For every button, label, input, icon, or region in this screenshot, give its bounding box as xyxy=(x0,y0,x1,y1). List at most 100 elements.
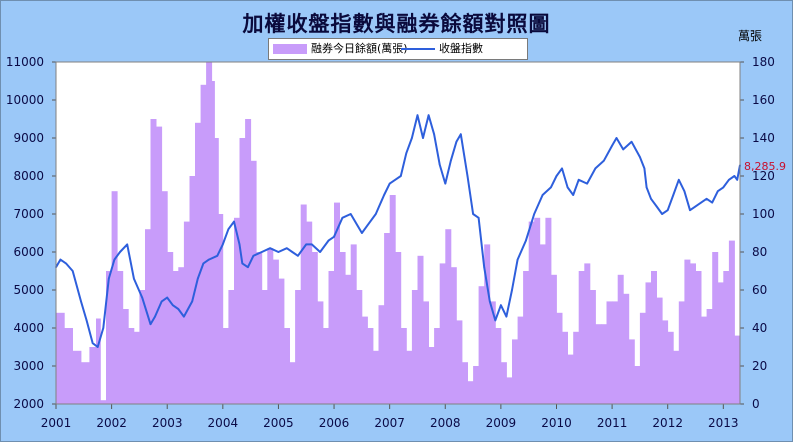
short-balance-bar xyxy=(634,366,641,404)
close-index-point xyxy=(550,186,552,189)
short-balance-bar xyxy=(64,328,73,404)
close-index-point xyxy=(572,194,574,196)
short-balance-bar xyxy=(122,309,129,404)
short-balance-bar xyxy=(128,328,135,404)
close-index-point xyxy=(383,194,385,196)
short-balance-bar xyxy=(489,301,496,404)
short-balance-bar xyxy=(690,263,696,404)
close-index-point xyxy=(678,179,680,181)
short-balance-bar xyxy=(89,347,97,404)
close-index-point xyxy=(394,179,397,181)
y-right-tick-label: 0 xyxy=(752,397,760,411)
short-balance-bar xyxy=(72,350,82,404)
close-index-point xyxy=(722,186,725,189)
close-index-point xyxy=(247,266,249,269)
y-left-tick-label: 2000 xyxy=(13,397,44,411)
short-balance-bar xyxy=(373,350,379,404)
short-balance-bar xyxy=(706,309,713,404)
close-index-point xyxy=(291,251,294,253)
y-left-tick-label: 11000 xyxy=(6,55,44,69)
legend-label-short-balance: 融券今日餘額(萬張) xyxy=(311,42,408,55)
close-index-point xyxy=(438,163,441,166)
short-balance-bar xyxy=(178,267,185,404)
short-balance-bar xyxy=(467,381,474,404)
short-balance-bar xyxy=(289,362,296,404)
short-balance-bar xyxy=(317,301,324,404)
close-index-point xyxy=(483,266,486,269)
close-index-point xyxy=(177,308,180,310)
short-balance-bar xyxy=(218,214,224,404)
short-balance-bar xyxy=(322,328,329,404)
short-balance-bar xyxy=(222,328,229,404)
close-index-point xyxy=(172,304,174,307)
x-tick-label: 2005 xyxy=(263,416,294,430)
short-balance-bar xyxy=(617,274,624,404)
y-right-tick-label: 180 xyxy=(752,55,775,69)
short-balance-bar xyxy=(378,305,385,404)
y-right-tick-label: 60 xyxy=(752,283,767,297)
short-balance-bar xyxy=(334,202,340,404)
short-balance-bar xyxy=(350,244,357,404)
short-balance-bar xyxy=(550,274,557,404)
y-right-axis: 0 20 40 60 80 100 120 140 160 180 xyxy=(740,55,775,411)
close-index-point xyxy=(672,194,675,196)
close-index-point xyxy=(586,182,588,185)
short-balance-bar xyxy=(172,271,179,404)
close-index-point xyxy=(603,160,605,162)
short-balance-bar xyxy=(239,138,246,404)
short-balance-bar xyxy=(578,271,585,404)
close-index-point xyxy=(711,201,713,204)
short-balance-bar xyxy=(556,312,563,404)
short-balance-bar xyxy=(628,339,635,404)
short-balance-bar xyxy=(81,362,90,404)
x-tick-label: 2008 xyxy=(430,416,461,430)
short-balance-bar xyxy=(601,324,607,404)
short-balance-bar xyxy=(117,271,124,404)
close-index-point xyxy=(466,175,469,177)
short-balance-bar xyxy=(684,259,691,404)
close-index-point xyxy=(511,289,513,291)
close-index-point xyxy=(477,217,480,219)
close-index-point xyxy=(91,342,94,345)
close-index-point xyxy=(349,213,352,215)
close-index-point xyxy=(108,277,110,280)
close-index-point xyxy=(561,167,563,170)
close-index-point xyxy=(450,160,452,162)
short-balance-bar xyxy=(356,290,363,404)
short-balance-bar xyxy=(623,293,630,404)
close-index-point xyxy=(516,258,519,261)
close-index-point xyxy=(577,179,580,181)
y-left-axis: 2000 3000 4000 5000 6000 7000 8000 9000 10000 110… xyxy=(6,55,56,411)
x-tick-label: 2003 xyxy=(152,416,183,430)
short-balance-bar xyxy=(261,290,268,404)
close-index-point xyxy=(361,232,363,234)
short-balance-bar xyxy=(484,244,491,404)
close-index-point xyxy=(455,141,458,143)
x-tick-label: 2001 xyxy=(41,416,72,430)
legend-item-close-index: 收盤指數 xyxy=(401,41,483,57)
short-balance-bar xyxy=(195,122,201,405)
short-balance-bar xyxy=(651,271,657,404)
chart-title: 加權收盤指數與融券餘額對照圖 xyxy=(242,12,551,36)
close-index-point xyxy=(655,205,658,208)
close-index-point xyxy=(356,224,359,227)
close-index-point xyxy=(113,258,116,261)
short-balance-bar xyxy=(589,290,596,404)
short-balance-bar xyxy=(278,278,285,404)
short-balance-bar xyxy=(645,282,652,404)
legend-label-close-index: 收盤指數 xyxy=(439,42,483,55)
close-index-point xyxy=(533,213,535,215)
close-index-point xyxy=(639,156,641,158)
x-tick-label: 2007 xyxy=(374,416,405,430)
close-index-point xyxy=(405,152,408,154)
short-balance-bar xyxy=(250,160,257,404)
short-balance-bar xyxy=(161,191,168,404)
short-balance-bar xyxy=(434,328,441,404)
short-balance-bar xyxy=(606,301,613,404)
close-index-point xyxy=(388,182,391,185)
short-balance-bar xyxy=(612,301,619,404)
short-balance-bar xyxy=(311,252,318,404)
close-index-point xyxy=(149,323,152,326)
close-index-point xyxy=(65,262,67,265)
close-index-point xyxy=(505,315,508,318)
